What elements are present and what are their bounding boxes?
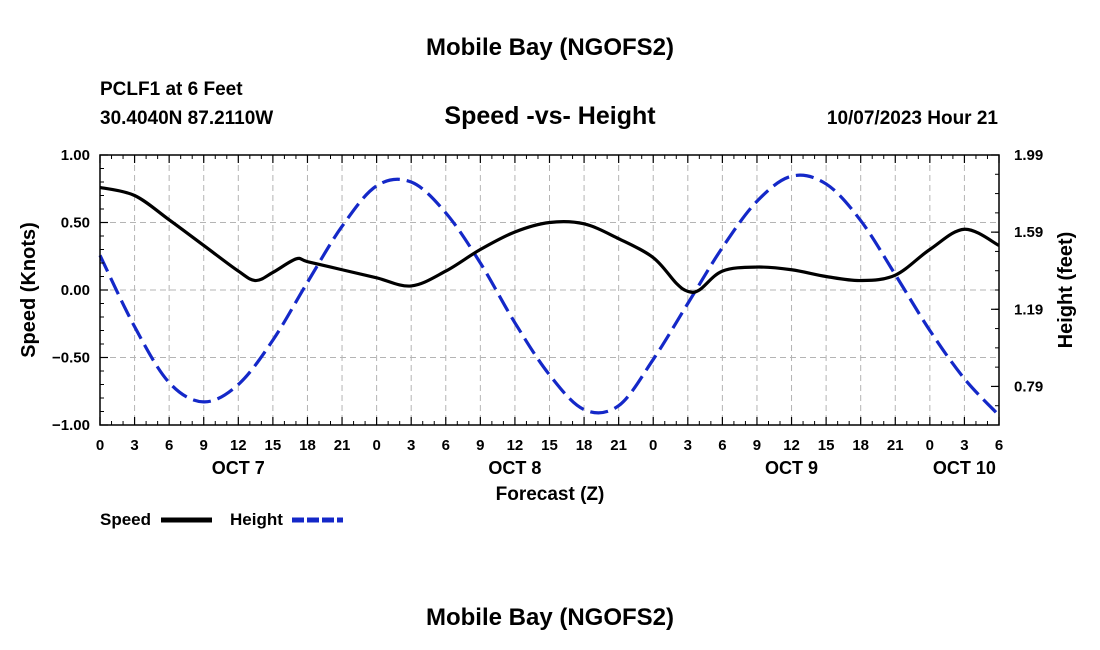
- y-axis-label: Speed (Knots): [18, 222, 40, 358]
- x-tick-label: 18: [852, 437, 869, 454]
- x-tick-label: 6: [165, 437, 173, 454]
- chart-title: Speed -vs- Height: [444, 102, 656, 130]
- day-label: OCT 10: [933, 458, 996, 478]
- y2-axis-label: Height (feet): [1055, 232, 1077, 349]
- y2-tick-label: 1.59: [1014, 224, 1043, 241]
- timestamp: 10/07/2023 Hour 21: [827, 108, 999, 129]
- y-tick-label: 1.00: [61, 147, 90, 164]
- x-tick-label: 6: [442, 437, 450, 454]
- x-tick-label: 6: [995, 437, 1003, 454]
- y2-tick-label: 1.19: [1014, 301, 1043, 318]
- grid: [100, 155, 999, 425]
- x-tick-label: 0: [926, 437, 934, 454]
- series: [98, 173, 1001, 417]
- day-label: OCT 8: [488, 458, 541, 478]
- x-tick-label: 3: [684, 437, 692, 454]
- legend-speed-label: Speed: [100, 510, 151, 529]
- x-tick-label: 9: [476, 437, 484, 454]
- station-name: PCLF1 at 6 Feet: [100, 79, 243, 100]
- x-tick-label: 12: [783, 437, 800, 454]
- y-tick-label: 0.00: [61, 282, 90, 299]
- x-tick-label: 9: [200, 437, 208, 454]
- page-title: Mobile Bay (NGOFS2): [426, 34, 674, 61]
- x-tick-label: 3: [960, 437, 968, 454]
- axes: 0 3 6 9 12 15 18 21 0 3 6 9 12 15 18 21 0 3 6 9 12 15 18 21 0 3 6 O…: [52, 147, 1043, 478]
- y-tick-label: 0.50: [61, 215, 90, 232]
- station-coords: 30.4040N 87.2110W: [100, 108, 273, 129]
- y-tick-label: −0.50: [52, 350, 90, 367]
- legend-height-label: Height: [230, 510, 283, 529]
- x-tick-label: 15: [818, 437, 835, 454]
- x-tick-label: 0: [96, 437, 104, 454]
- footer-title: Mobile Bay (NGOFS2): [426, 604, 674, 631]
- y-tick-label: −1.00: [52, 417, 90, 434]
- x-tick-label: 0: [649, 437, 657, 454]
- series-height-line: [98, 173, 1001, 417]
- x-tick-label: 21: [610, 437, 627, 454]
- x-tick-label: 21: [334, 437, 351, 454]
- x-tick-label: 15: [541, 437, 558, 454]
- x-tick-label: 21: [887, 437, 904, 454]
- series-speed-line: [99, 185, 1000, 294]
- x-tick-label: 6: [718, 437, 726, 454]
- y2-tick-label: 0.79: [1014, 378, 1043, 395]
- y2-tick-label: 1.99: [1014, 147, 1043, 164]
- legend: Speed Height: [100, 510, 343, 529]
- x-tick-label: 12: [507, 437, 524, 454]
- x-tick-label: 18: [576, 437, 593, 454]
- x-tick-label: 3: [130, 437, 138, 454]
- x-axis-label: Forecast (Z): [496, 484, 605, 505]
- x-tick-label: 3: [407, 437, 415, 454]
- x-tick-label: 18: [299, 437, 316, 454]
- x-tick-label: 9: [753, 437, 761, 454]
- day-label: OCT 9: [765, 458, 818, 478]
- x-tick-label: 0: [372, 437, 380, 454]
- x-tick-label: 15: [265, 437, 282, 454]
- day-label: OCT 7: [212, 458, 265, 478]
- x-tick-label: 12: [230, 437, 247, 454]
